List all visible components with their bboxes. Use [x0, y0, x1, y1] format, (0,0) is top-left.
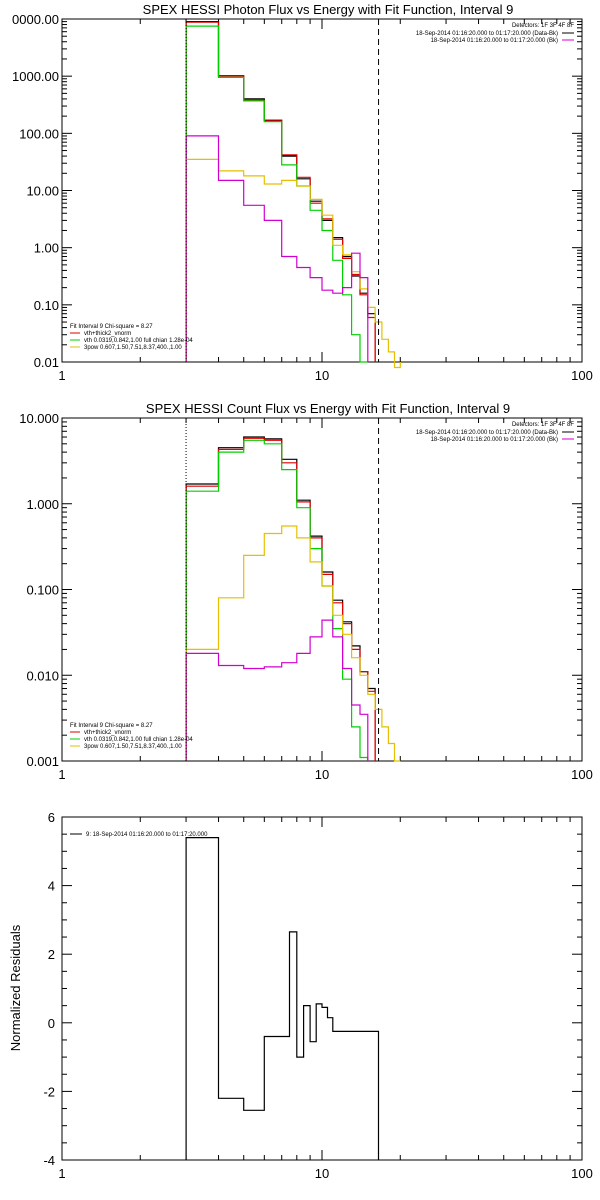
residuals-series: [185, 837, 380, 1160]
residuals-ticks: 1 10 100 -4 -2 0 2 4 6: [43, 810, 592, 1181]
fit-legend-entry: Fit Interval 9 Chi-square = 8.27: [70, 324, 153, 330]
y-tick-label: 0000.00: [12, 12, 59, 27]
x-tick-label: 10: [315, 1166, 329, 1181]
data-series-line: [185, 21, 376, 362]
y-tick-label: 0.10: [34, 298, 59, 313]
y-tick-label: -4: [43, 1153, 55, 1168]
x-tick-label: 100: [571, 767, 593, 782]
x-tick-label: 10: [315, 368, 329, 383]
photon-flux-title: SPEX HESSI Photon Flux vs Energy with Fi…: [143, 2, 514, 17]
y-tick-label: 0.001: [26, 754, 59, 769]
fit-legend-entry: vth+thick2_vnorm: [84, 730, 131, 736]
total-series-line: [185, 437, 376, 761]
photon-flux-fit-legend: Fit Interval 9 Chi-square = 8.27vth+thic…: [70, 324, 193, 351]
y-tick-label: 1000.00: [12, 69, 59, 84]
nonthermal-series-line: [185, 525, 401, 762]
count-flux-panel: SPEX HESSI Count Flux vs Energy with Fit…: [19, 401, 593, 782]
detectors-label: Detectors: 1F 3F 4F 8F: [512, 23, 574, 29]
fit-legend-entry: 3pow 0.607,1.50,7.51,8.37,400.,1.00: [84, 345, 182, 351]
count-flux-legend: Detectors: 1F 3F 4F 8F 18-Sep-2014 01:16:…: [416, 422, 574, 443]
count-flux-ticks: 1 10 100 0.001 0.010 0.100 1.000 10.000: [19, 411, 593, 782]
count-flux-fit-legend: Fit Interval 9 Chi-square = 8.27vth+thic…: [70, 723, 193, 750]
y-tick-label: 0.01: [34, 355, 59, 370]
photon-flux-energy-markers: [185, 19, 380, 362]
x-tick-label: 100: [571, 368, 593, 383]
count-flux-axes-box: [61, 417, 583, 762]
total-series-line: [185, 21, 376, 362]
legend-entry: 18-Sep-2014 01:16:20.000 to 01:17:20.000…: [416, 430, 558, 436]
photon-flux-panel: SPEX HESSI Photon Flux vs Energy with Fi…: [12, 2, 593, 383]
residual-series-line: [185, 837, 380, 1160]
y-tick-label: 2: [48, 947, 55, 962]
residuals-legend: 9: 18-Sep-2014 01:16:20.000 to 01:17:20.…: [70, 832, 208, 838]
nonthermal-series-line: [185, 158, 401, 369]
y-tick-label: -2: [43, 1084, 55, 1099]
count-flux-title: SPEX HESSI Count Flux vs Energy with Fit…: [146, 401, 510, 416]
fit-legend-entry: 3pow 0.607,1.50,7.51,8.37,400.,1.00: [84, 744, 182, 750]
legend-entry: 9: 18-Sep-2014 01:16:20.000 to 01:17:20.…: [86, 832, 208, 838]
x-tick-label: 10: [315, 767, 329, 782]
y-tick-label: 0: [48, 1016, 55, 1031]
thermal-series-line: [185, 439, 369, 761]
x-tick-label: 1: [58, 767, 65, 782]
detectors-label: Detectors: 1F 3F 4F 8F: [512, 422, 574, 428]
x-tick-label: 100: [571, 1166, 593, 1181]
photon-flux-axes-box: [61, 18, 583, 363]
background-series-line: [185, 135, 369, 362]
y-tick-label: 10.00: [26, 184, 59, 199]
residuals-panel: Normalized Residuals 1 10 100 -4 -2 0 2 4 6 9: 1…: [8, 810, 593, 1181]
count-flux-energy-markers: [185, 418, 380, 761]
x-tick-label: 1: [58, 368, 65, 383]
residuals-axes-box: [61, 816, 583, 1161]
y-tick-label: 1.00: [34, 241, 59, 256]
photon-flux-ticks: 1 10 100 0.01 0.10 1.00 10.00 100.00 1000.00 0000…: [12, 12, 593, 383]
x-tick-label: 1: [58, 1166, 65, 1181]
fit-legend-entry: vth 0.0319,0.842,1.00 full chian 1.28e-0…: [84, 338, 193, 344]
legend-entry: 18-Sep-2014 01:16:20.000 to 01:17:20.000…: [416, 31, 558, 37]
y-tick-label: 4: [48, 879, 55, 894]
photon-flux-legend: Detectors: 1F 3F 4F 8F 18-Sep-2014 01:16:…: [416, 23, 574, 44]
photon-flux-series: [185, 21, 401, 369]
residuals-y-axis-label: Normalized Residuals: [8, 924, 23, 1051]
legend-entry: 18-Sep-2014 01:16:20.000 to 01:17:20.000…: [431, 437, 558, 443]
fit-legend-entry: vth 0.0319,0.842,1.00 full chian 1.28e-0…: [84, 737, 193, 743]
y-tick-label: 1.000: [26, 497, 59, 512]
fit-legend-entry: vth+thick2_vnorm: [84, 331, 131, 337]
thermal-series-line: [185, 25, 368, 363]
fit-legend-entry: Fit Interval 9 Chi-square = 8.27: [70, 723, 153, 729]
y-tick-label: 100.00: [19, 126, 59, 141]
count-flux-series: [185, 436, 401, 762]
background-series-line: [185, 619, 369, 761]
y-tick-label: 0.010: [26, 668, 59, 683]
legend-entry: 18-Sep-2014 01:16:20.000 to 01:17:20.000…: [431, 38, 558, 44]
y-tick-label: 10.000: [19, 411, 59, 426]
y-tick-label: 0.100: [26, 583, 59, 598]
y-tick-label: 6: [48, 810, 55, 825]
